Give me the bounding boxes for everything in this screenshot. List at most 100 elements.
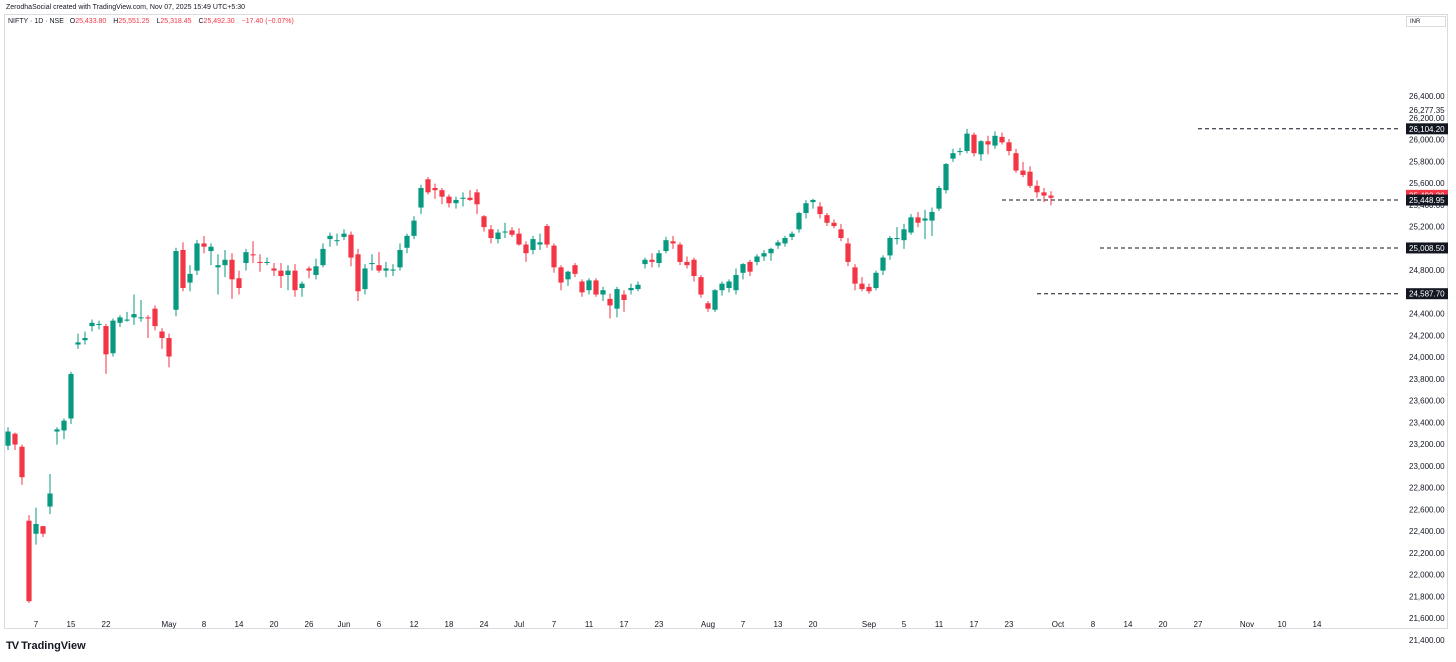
candle-body [439,190,445,197]
currency-selector[interactable]: INR [1406,16,1446,27]
candle-body [236,278,242,289]
y-tick-label: 22,800.00 [1409,484,1445,493]
candle-body [747,261,753,272]
candle-body [278,270,284,277]
x-tick-label: 22 [102,620,111,629]
candle-body [768,248,774,254]
x-tick-label: 7 [34,620,39,629]
candle-body [516,233,522,245]
x-tick-label: 23 [655,620,664,629]
x-tick-label: Aug [701,620,715,629]
x-tick-label: Sep [862,620,877,629]
candle-body [117,317,123,323]
candle-body [754,256,760,262]
candle-body [824,215,830,223]
candle-body [432,187,438,191]
change-value: −17.40 (−0.07%) [241,18,294,25]
candle-body [712,290,718,310]
candle-body [19,446,25,478]
candle-body [292,270,298,291]
candle-body [285,270,291,275]
y-tick-label: 24,400.00 [1409,310,1445,319]
candle-body [404,235,410,248]
candle-body [390,269,396,271]
chart-frame [4,14,1448,629]
y-tick-label: 23,800.00 [1409,375,1445,384]
candle-body [166,338,172,357]
candle-body [502,231,508,233]
candle-body [523,244,529,254]
candle-body [61,420,67,431]
y-tick-label: 21,400.00 [1409,636,1445,645]
candle-body [474,192,480,205]
candle-body [656,253,662,264]
candle-body [817,206,823,215]
x-tick-label: 7 [552,620,557,629]
price-label: 26,104.20 [1409,125,1445,134]
x-tick-label: May [161,620,176,629]
candle-body [621,294,627,300]
x-tick-label: 10 [1278,620,1287,629]
y-tick-label: 21,800.00 [1409,592,1445,601]
candle-body [327,235,333,240]
price-label: 25,448.95 [1409,196,1445,205]
candle-body [495,232,501,240]
y-tick-label: 22,000.00 [1409,571,1445,580]
candle-body [782,237,788,244]
candle-body [54,429,60,432]
price-label-box [1406,123,1448,135]
candle-body [75,342,81,345]
candle-body [635,284,641,290]
candle-body [306,268,312,271]
x-tick-label: Jul [514,620,524,629]
price-label: 25,008.50 [1409,244,1445,253]
y-tick-label: 22,600.00 [1409,505,1445,514]
candle-body [138,317,144,319]
x-tick-label: 17 [970,620,979,629]
candle-body [719,283,725,291]
candle-body [775,242,781,246]
candle-body [334,240,340,242]
candle-body [453,199,459,204]
candle-body [26,520,32,602]
candle-body [411,220,417,236]
candle-body [481,216,487,228]
candle-body [943,164,949,191]
candle-body [810,199,816,203]
candle-body [425,179,431,193]
candle-body [68,373,74,419]
candle-body [852,267,858,284]
x-tick-label: 18 [445,620,454,629]
brand-name: TradingView [21,640,86,652]
candle-body [929,211,935,221]
x-tick-label: Jun [338,620,351,629]
y-tick-label: 25,800.00 [1409,157,1445,166]
x-tick-label: Nov [1240,620,1254,629]
x-tick-label: 5 [902,620,907,629]
y-tick-label: 23,000.00 [1409,462,1445,471]
candle-body [950,153,956,159]
candle-body [964,133,970,152]
candle-body [418,187,424,208]
candle-body [201,243,207,247]
x-tick-label: 14 [1124,620,1133,629]
x-tick-label: 20 [1159,620,1168,629]
candle-body [5,431,11,446]
tradingview-brand: TV TradingView [6,640,86,652]
candle-body [131,314,137,318]
x-tick-label: 11 [585,620,594,629]
candle-body [866,286,872,292]
candle-body [558,267,564,283]
close-label: C [198,18,204,25]
y-tick-label: 25,600.00 [1409,179,1445,188]
candle-body [530,239,536,250]
candle-body [208,246,214,252]
candle-body [1027,171,1033,186]
candle-body [215,265,221,268]
tradingview-logo-icon: TV [6,640,19,652]
candle-body [250,254,256,256]
candle-body [348,234,354,258]
candle-body [12,433,18,445]
candle-body [159,331,165,339]
